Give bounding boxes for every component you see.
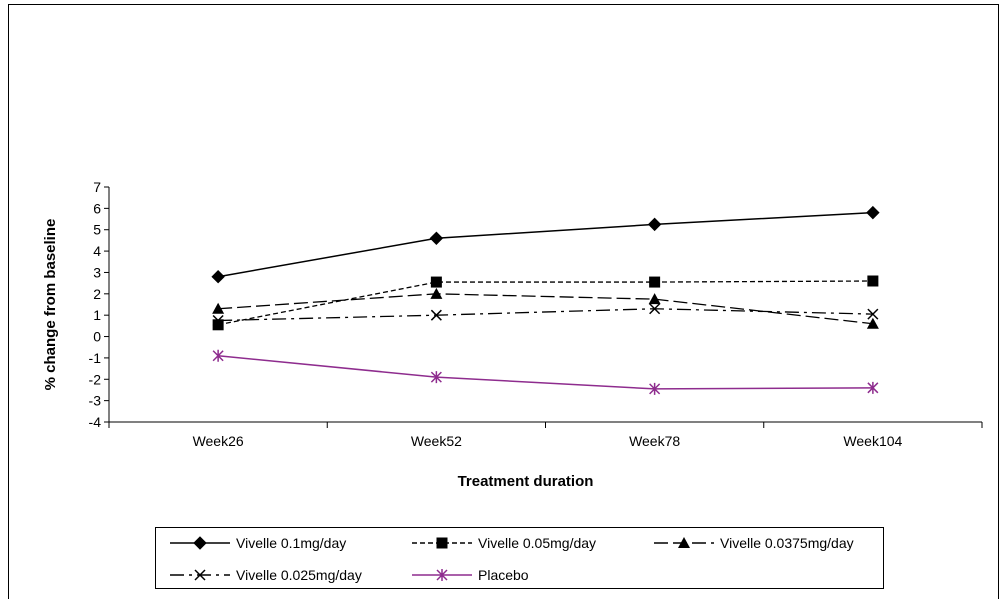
- legend-label-3: Vivelle 0.025mg/day: [236, 567, 362, 583]
- chart-border: [8, 4, 999, 599]
- data-point-0-1: [429, 231, 444, 245]
- data-point-0-3: [866, 205, 880, 220]
- y-tick-label: -1: [89, 350, 102, 366]
- y-tick-label: 1: [93, 307, 101, 323]
- data-point-0-0: [211, 270, 225, 284]
- y-tick-label: 5: [93, 222, 101, 238]
- y-tick-label: 2: [93, 286, 101, 302]
- legend-marker-1: [436, 537, 448, 549]
- series-line-2: [218, 293, 873, 325]
- data-point-3-1: [430, 309, 442, 321]
- data-point-4-0: [212, 349, 224, 362]
- data-point-2-0: [212, 302, 225, 314]
- data-point-1-2: [649, 276, 661, 288]
- y-tick-label: 3: [93, 264, 101, 280]
- legend-label-0: Vivelle 0.1mg/day: [236, 535, 346, 551]
- y-tick-label: 6: [93, 200, 101, 216]
- legend-marker-3: [194, 569, 206, 581]
- series-line-0: [217, 211, 873, 278]
- data-point-3-3: [867, 308, 879, 320]
- data-point-4-1: [430, 371, 442, 384]
- data-point-2-3: [866, 317, 879, 329]
- data-point-1-0: [212, 319, 224, 331]
- x-tick-label: Week78: [629, 433, 680, 449]
- y-tick-label: 4: [93, 243, 101, 259]
- data-point-4-2: [649, 382, 661, 395]
- legend-label-2: Vivelle 0.0375mg/day: [720, 535, 854, 551]
- x-tick-label: Week26: [193, 433, 244, 449]
- y-axis-title: % change from baseline: [42, 219, 59, 391]
- data-point-1-1: [430, 276, 442, 288]
- y-tick-label: -3: [89, 393, 102, 409]
- data-point-0-2: [647, 217, 662, 232]
- legend-label-1: Vivelle 0.05mg/day: [478, 535, 596, 551]
- y-tick-label: 7: [93, 179, 101, 195]
- legend-marker-2: [678, 537, 690, 548]
- data-point-4-3: [867, 381, 879, 394]
- data-point-2-1: [430, 287, 443, 299]
- legend-box: [155, 527, 884, 589]
- data-point-2-2: [648, 293, 661, 305]
- x-axis-title: Treatment duration: [458, 473, 594, 490]
- series-line-4: [218, 355, 873, 390]
- y-tick-label: -2: [89, 371, 102, 387]
- legend-marker-0: [193, 536, 207, 550]
- x-tick-label: Week52: [411, 433, 462, 449]
- series-line-1: [218, 280, 873, 326]
- x-tick-label: Week104: [843, 433, 902, 449]
- series-line-3: [218, 308, 873, 322]
- y-tick-label: -4: [89, 414, 102, 430]
- data-point-3-2: [649, 303, 661, 315]
- y-tick-label: 0: [93, 329, 101, 345]
- data-point-3-0: [212, 314, 224, 327]
- legend-label-4: Placebo: [478, 567, 529, 583]
- legend-marker-4: [436, 569, 448, 581]
- data-point-1-3: [867, 275, 879, 287]
